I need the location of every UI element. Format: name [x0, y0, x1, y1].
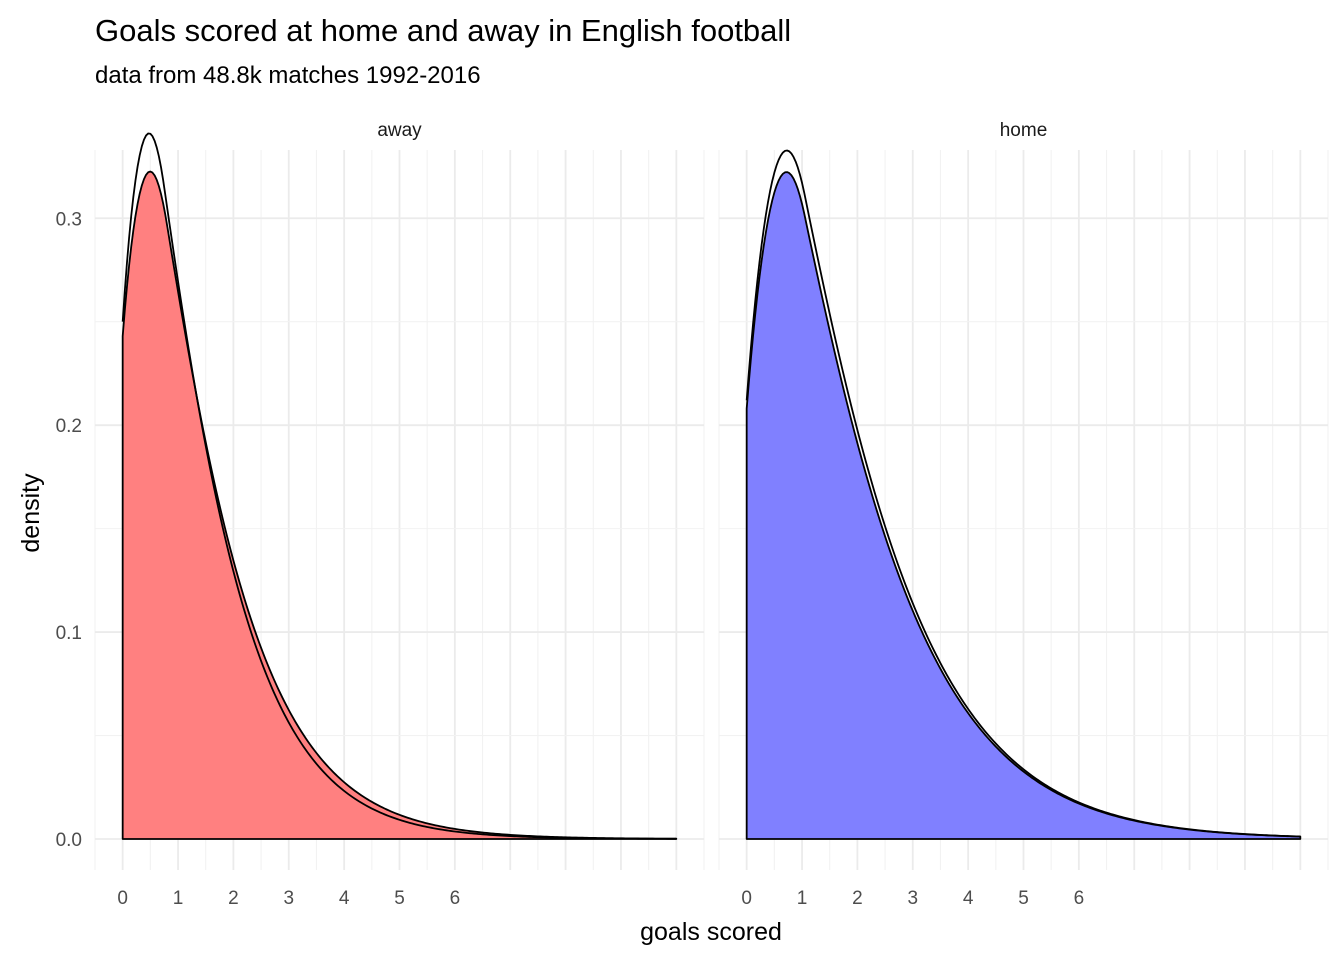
- facet-panel-home: home 0 1 2 3 4 5 6: [718, 120, 1329, 909]
- density-line-home: [745, 149, 1301, 838]
- x-tick-label: 0: [741, 888, 752, 909]
- chart-title: Goals scored at home and away in English…: [95, 13, 791, 48]
- y-tick-label: 0.3: [56, 209, 82, 230]
- y-axis-label: density: [17, 473, 45, 553]
- x-tick-label: 6: [1074, 888, 1085, 909]
- chart-subtitle: data from 48.8k matches 1992-2016: [95, 62, 481, 89]
- x-tick-label: 1: [797, 888, 808, 909]
- x-tick-label: 3: [283, 888, 294, 909]
- x-tick-label: 4: [963, 888, 974, 909]
- x-tick-label: 3: [907, 888, 918, 909]
- x-tick-label: 5: [1018, 888, 1029, 909]
- density-line-away: [121, 132, 677, 840]
- x-tick-label: 5: [394, 888, 405, 909]
- y-tick-label: 0.2: [56, 416, 82, 437]
- facet-panel-away: away 0 1 2 3 4 5 6 0.0 0.1 0.2 0.3: [56, 120, 705, 909]
- x-tick-label: 2: [852, 888, 863, 909]
- facet-panels: away 0 1 2 3 4 5 6 0.0 0.1 0.2 0.3 home 0 1 2 3 4 5 6: [56, 120, 1329, 909]
- facet-label-away: away: [377, 120, 422, 141]
- x-tick-label: 0: [117, 888, 128, 909]
- y-tick-label: 0.1: [56, 623, 82, 644]
- x-tick-label: 2: [228, 888, 239, 909]
- x-tick-label: 1: [173, 888, 184, 909]
- x-tick-label: 4: [339, 888, 350, 909]
- facet-label-home: home: [1000, 120, 1048, 141]
- y-tick-label: 0.0: [56, 830, 82, 851]
- x-axis-label: goals scored: [640, 918, 782, 946]
- x-tick-label: 6: [450, 888, 461, 909]
